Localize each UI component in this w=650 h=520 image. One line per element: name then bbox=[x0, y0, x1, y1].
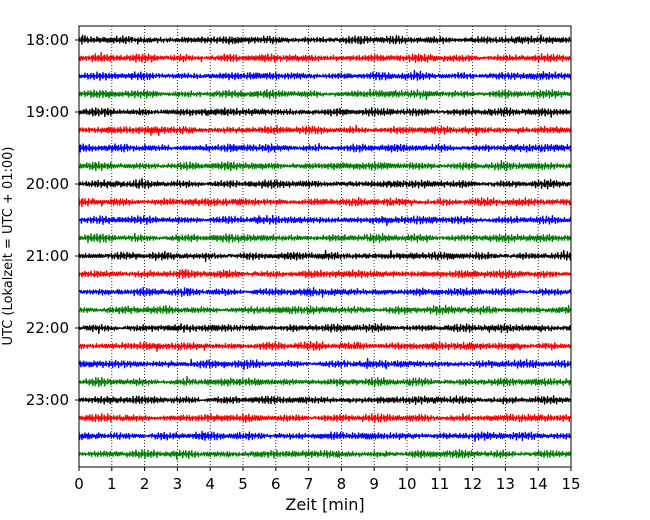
trace-row-2 bbox=[78, 51, 572, 64]
trace-row-4 bbox=[78, 88, 572, 101]
x-tick-label: 9 bbox=[369, 475, 379, 493]
trace-row-18 bbox=[78, 340, 572, 353]
trace-row-23 bbox=[78, 430, 572, 443]
y-axis-label: UTC (Lokalzeit = UTC + 01:00) bbox=[1, 147, 16, 346]
trace-row-21 bbox=[78, 395, 572, 405]
trace-row-12 bbox=[78, 232, 572, 244]
trace-row-17 bbox=[78, 323, 572, 335]
x-tick-label: 8 bbox=[337, 475, 347, 493]
x-tick-label: 1 bbox=[107, 475, 117, 493]
trace-row-6 bbox=[78, 124, 572, 137]
seismogram-traces bbox=[78, 34, 572, 461]
trace-row-3 bbox=[78, 69, 572, 81]
trace-row-16 bbox=[78, 304, 572, 316]
trace-row-8 bbox=[78, 159, 572, 172]
x-tick-label: 14 bbox=[529, 475, 548, 493]
x-axis-ticks: 0 1 2 3 4 5 6 7 8 9 10 11 12 13 14 15 bbox=[74, 467, 581, 493]
y-tick-label: 21:00 bbox=[26, 247, 69, 265]
plot-frame bbox=[78, 25, 572, 468]
trace-row-9 bbox=[78, 177, 572, 190]
x-tick-label: 15 bbox=[561, 475, 580, 493]
trace-row-5 bbox=[78, 106, 572, 118]
trace-row-7 bbox=[78, 142, 572, 153]
y-tick-label: 20:00 bbox=[26, 175, 69, 193]
y-tick-label: 19:00 bbox=[26, 103, 69, 121]
x-tick-label: 3 bbox=[173, 475, 183, 493]
trace-row-20 bbox=[78, 375, 572, 388]
x-tick-label: 10 bbox=[397, 475, 416, 493]
y-tick-label: 22:00 bbox=[26, 319, 69, 337]
x-tick-label: 6 bbox=[271, 475, 281, 493]
y-tick-label: 23:00 bbox=[26, 391, 69, 409]
x-tick-label: 5 bbox=[238, 475, 248, 493]
x-axis-label: Zeit [min] bbox=[285, 495, 364, 514]
x-tick-label: 7 bbox=[304, 475, 314, 493]
trace-row-11 bbox=[78, 214, 572, 227]
x-tick-label: 12 bbox=[463, 475, 482, 493]
trace-row-13 bbox=[78, 249, 572, 263]
x-tick-label: 11 bbox=[430, 475, 449, 493]
x-tick-label: 2 bbox=[140, 475, 150, 493]
trace-row-24 bbox=[78, 448, 572, 461]
trace-row-14 bbox=[78, 268, 572, 279]
trace-row-10 bbox=[78, 196, 572, 208]
x-tick-label: 13 bbox=[496, 475, 515, 493]
x-tick-label: 0 bbox=[74, 475, 84, 493]
y-axis-ticks: 18:00 19:00 20:00 21:00 22:00 23:00 bbox=[26, 31, 79, 409]
trace-row-22 bbox=[78, 413, 572, 424]
y-tick-label: 18:00 bbox=[26, 31, 69, 49]
trace-row-15 bbox=[78, 286, 572, 298]
trace-row-1 bbox=[78, 34, 572, 45]
trace-row-19 bbox=[78, 357, 572, 371]
x-tick-label: 4 bbox=[205, 475, 215, 493]
